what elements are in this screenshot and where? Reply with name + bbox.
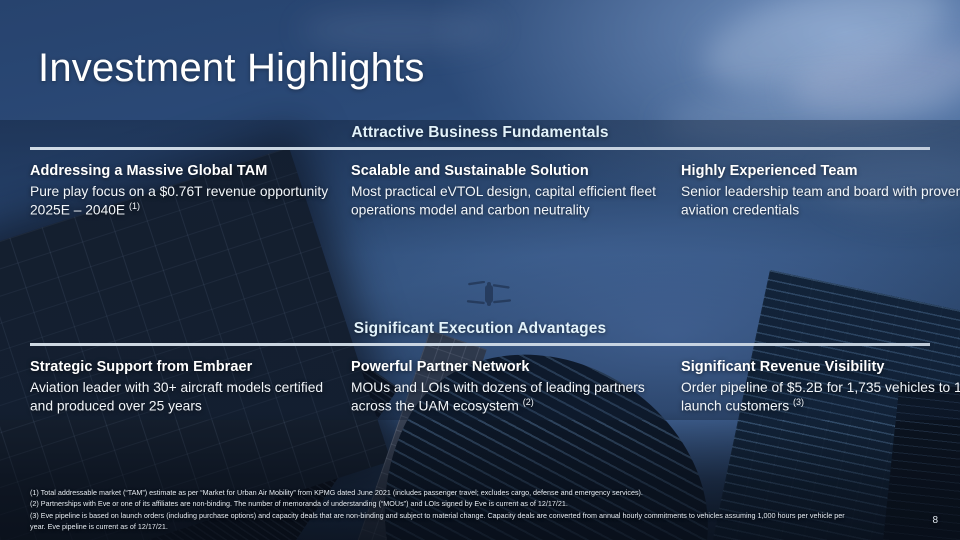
content-overlay-scrim bbox=[0, 120, 960, 420]
highlight-column: Highly Experienced Team Senior leadershi… bbox=[681, 163, 960, 220]
highlight-body-text: Order pipeline of $5.2B for 1,735 vehicl… bbox=[681, 380, 960, 414]
highlight-body-text: Senior leadership team and board with pr… bbox=[681, 184, 960, 218]
highlight-body: Order pipeline of $5.2B for 1,735 vehicl… bbox=[681, 379, 960, 416]
evtol-aircraft-icon bbox=[466, 281, 512, 306]
footnote-1: (1) Total addressable market (“TAM”) est… bbox=[30, 488, 643, 497]
cloud-shape bbox=[300, 10, 500, 50]
page-title: Investment Highlights bbox=[38, 46, 425, 90]
section-divider bbox=[30, 147, 930, 150]
section-attractive-business-fundamentals: Attractive Business Fundamentals Address… bbox=[30, 124, 960, 220]
highlight-title: Highly Experienced Team bbox=[681, 163, 858, 179]
highlight-column: Significant Revenue Visibility Order pip… bbox=[681, 359, 960, 416]
highlight-body: Senior leadership team and board with pr… bbox=[681, 183, 960, 220]
footnote-2: (2) Partnerships with Eve or one of its … bbox=[30, 499, 568, 509]
section-heading: Significant Execution Advantages bbox=[353, 320, 607, 337]
footnotes: (1) Total addressable market (“TAM”) est… bbox=[30, 487, 860, 533]
bottom-overlay-scrim bbox=[0, 410, 960, 540]
highlight-title: Addressing a Massive Global TAM bbox=[30, 163, 268, 179]
footnote-marker: (2) bbox=[522, 397, 534, 408]
highlight-body: Pure play focus on a $0.76T revenue oppo… bbox=[30, 183, 336, 220]
highlight-column: Addressing a Massive Global TAM Pure pla… bbox=[30, 163, 346, 220]
highlight-body-text: Most practical eVTOL design, capital eff… bbox=[351, 184, 656, 218]
highlight-title: Powerful Partner Network bbox=[351, 359, 530, 375]
highlight-column: Strategic Support from Embraer Aviation … bbox=[30, 359, 346, 416]
highlight-title: Strategic Support from Embraer bbox=[30, 359, 253, 375]
highlight-body-text: MOUs and LOIs with dozens of leading par… bbox=[351, 380, 645, 414]
section-significant-execution-advantages: Significant Execution Advantages Strateg… bbox=[30, 320, 960, 416]
footnote-marker: (1) bbox=[128, 201, 140, 212]
highlight-title: Significant Revenue Visibility bbox=[681, 359, 885, 375]
highlight-body: MOUs and LOIs with dozens of leading par… bbox=[351, 379, 657, 416]
highlight-column: Scalable and Sustainable Solution Most p… bbox=[351, 163, 667, 220]
section-heading: Attractive Business Fundamentals bbox=[351, 124, 609, 141]
highlight-body-text: Aviation leader with 30+ aircraft models… bbox=[30, 380, 324, 414]
highlight-body-text: Pure play focus on a $0.76T revenue oppo… bbox=[30, 184, 329, 218]
highlight-body: Most practical eVTOL design, capital eff… bbox=[351, 183, 657, 220]
section-divider bbox=[30, 343, 930, 346]
highlight-column: Powerful Partner Network MOUs and LOIs w… bbox=[351, 359, 667, 416]
highlight-body: Aviation leader with 30+ aircraft models… bbox=[30, 379, 336, 416]
highlight-title: Scalable and Sustainable Solution bbox=[351, 163, 589, 179]
footnote-3: (3) Eve pipeline is based on launch orde… bbox=[30, 510, 845, 532]
footnote-marker: (3) bbox=[792, 397, 804, 408]
cloud-shape bbox=[820, 150, 960, 220]
page-number: 8 bbox=[932, 515, 938, 526]
